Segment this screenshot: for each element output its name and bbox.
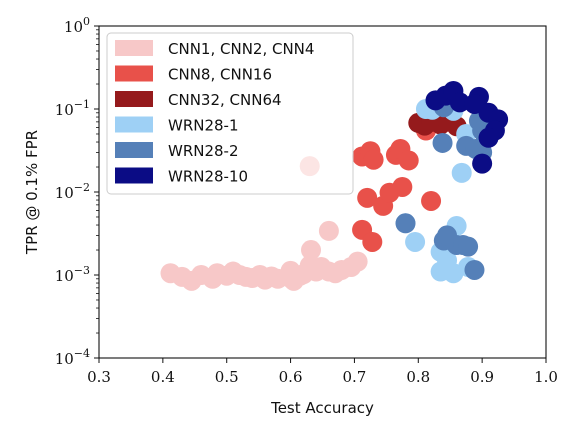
legend-item: WRN28-10 [115,167,248,186]
legend-label: WRN28-2 [168,142,239,160]
data-point [392,176,413,197]
x-tick-label: 1.0 [534,368,558,386]
legend-items: CNN1, CNN2, CNN4 CNN8, CNN16 CNN32, CNN64 W… [115,40,314,186]
data-point [472,153,493,174]
y-tick-base: 10 [64,18,83,36]
data-point [405,231,426,252]
legend-label: WRN28-10 [168,168,248,186]
y-tick-label: 10−2 [55,181,90,202]
legend-swatch [115,167,153,184]
x-axis-label: Test Accuracy [270,399,374,417]
x-tick-label: 0.6 [279,368,303,386]
legend-item: CNN1, CNN2, CNN4 [115,40,314,58]
data-point [362,231,383,252]
y-tick-label: 10−4 [55,347,90,368]
y-axis-label: TPR @ 0.1% FPR [23,130,41,255]
axis-ticks-layer: 0.3 0.4 0.5 0.6 0.7 0.8 0.9 1.010−410−310−210−1… [55,15,558,386]
y-tick-exponent: −4 [74,347,90,360]
data-point [421,190,442,211]
y-tick-label: 10−1 [55,98,90,119]
legend-swatch [115,91,153,107]
legend-label: CNN8, CNN16 [168,66,272,84]
data-point [301,240,322,261]
legend-label: CNN1, CNN2, CNN4 [168,40,314,58]
legend-label: CNN32, CNN64 [168,91,282,109]
y-tick-base: 10 [55,350,74,368]
data-point [458,236,479,257]
data-point [478,127,499,148]
data-points-layer [160,80,509,291]
y-tick-exponent: −3 [74,264,90,277]
legend-swatch [115,116,153,133]
data-point [398,150,419,171]
x-tick-label: 0.4 [151,368,175,386]
x-tick-label: 0.3 [87,368,111,386]
data-point [347,251,368,272]
x-tick-label: 0.9 [470,368,494,386]
y-tick-exponent: −1 [74,98,90,111]
data-point [451,162,472,183]
legend-item: CNN32, CNN64 [115,91,282,109]
series-0 [160,220,368,291]
data-point [363,149,384,170]
legend-swatch [115,65,153,82]
data-point [449,92,470,113]
data-point [357,187,378,208]
legend-label: WRN28-1 [168,117,239,135]
y-tick-label: 100 [64,15,90,36]
data-point [318,220,339,241]
legend-swatch [115,40,153,56]
y-tick-exponent: 0 [83,15,90,28]
y-tick-base: 10 [55,101,74,119]
series-5 [425,80,509,174]
y-tick-label: 10−3 [55,264,90,285]
y-tick-exponent: −2 [74,181,90,194]
legend-swatch [115,142,153,158]
legend-box [106,32,354,195]
y-tick-base: 10 [55,184,74,202]
data-point [432,132,453,153]
x-tick-label: 0.5 [215,368,239,386]
legend-item: WRN28-1 [115,116,239,135]
legend-item: CNN8, CNN16 [115,65,272,84]
legend: CNN1, CNN2, CNN4 CNN8, CNN16 CNN32, CNN64 W… [106,32,354,195]
x-tick-label: 0.7 [342,368,366,386]
data-point [464,259,485,280]
legend-item: WRN28-2 [115,142,239,160]
data-point [395,213,416,234]
y-tick-base: 10 [55,267,74,285]
x-tick-label: 0.8 [406,368,430,386]
